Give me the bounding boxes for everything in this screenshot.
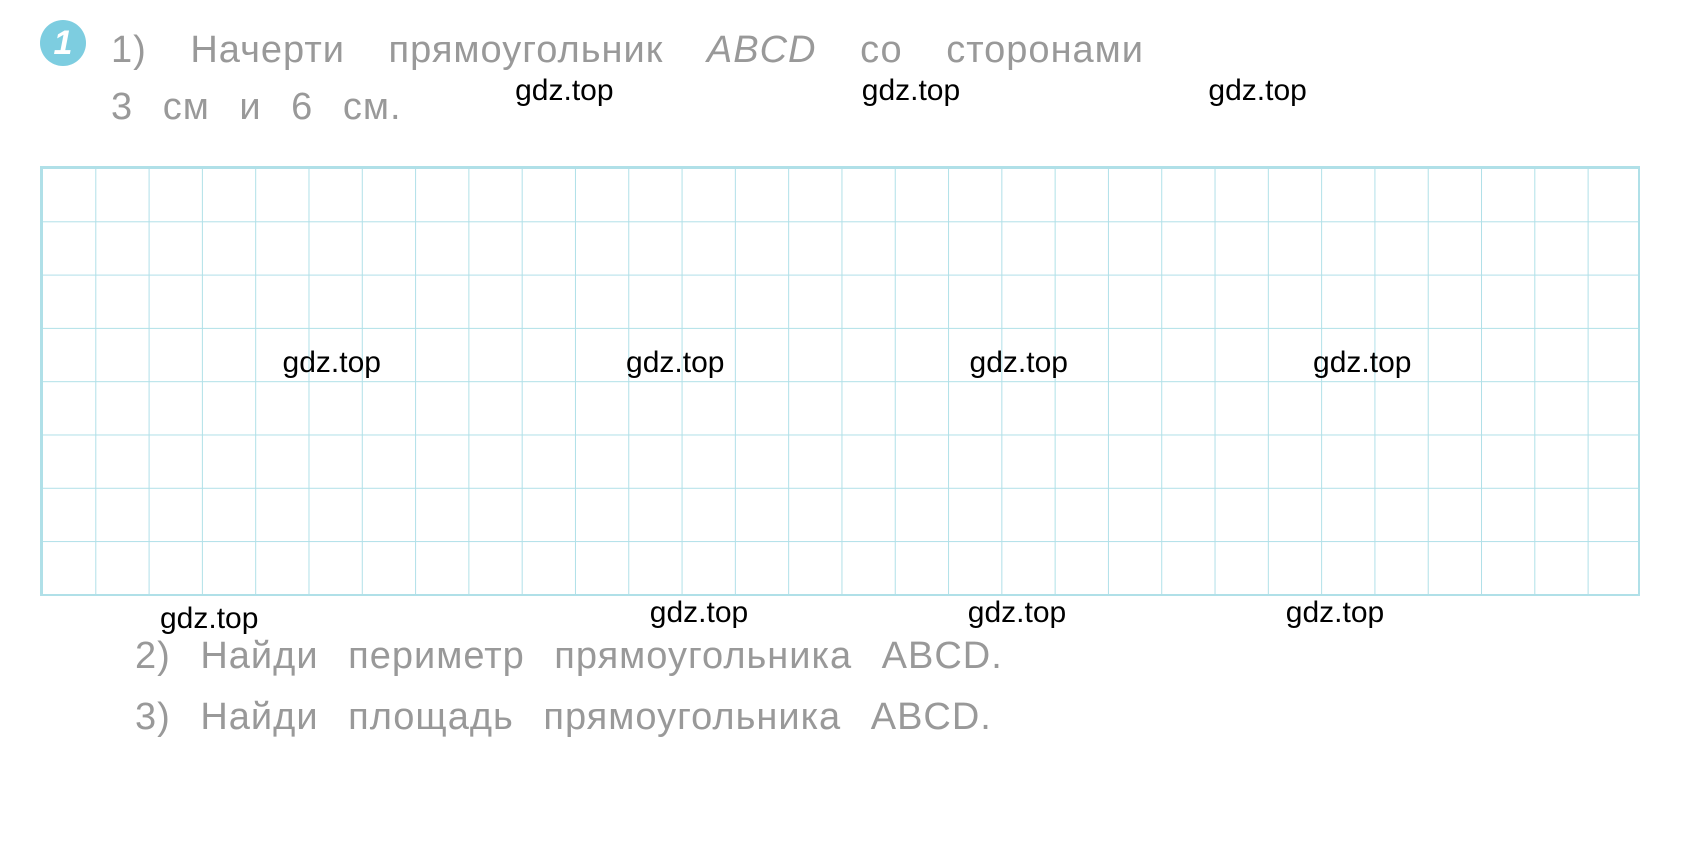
task3-part1: Найди [200,696,318,738]
exercise-task-1: 1) Начерти прямоугольник ABCD со сторона… [111,20,1144,136]
exercise-number-text: 1 [54,24,73,63]
exercise-task-3: 3) Найди площадь прямоугольника ABCD. [135,687,1654,748]
watermark-row-bottom: gdz.top gdz.top gdz.top [40,596,1654,630]
task2-rect-name: ABCD. [882,635,1003,677]
watermark: gdz.top [970,346,1068,380]
task1-part1: Начерти [190,29,345,71]
watermark: gdz.top [862,68,960,113]
watermark-bottom-offset: gdz.top [160,602,258,636]
task3-rect-name: ABCD. [871,696,992,738]
task2-part3: прямоугольника [554,635,852,677]
exercise-task-2: 2) Найди периметр прямоугольника ABCD. [135,626,1654,687]
watermark: gdz.top [968,596,1066,630]
task3-part3: прямоугольника [543,696,841,738]
task1-rect-name: ABCD [707,29,817,71]
watermark: gdz.top [1286,596,1384,630]
task2-number: 2) [135,635,171,677]
watermark-row-middle: gdz.top gdz.top gdz.top gdz.top [40,346,1654,380]
watermark: gdz.top [1313,346,1411,380]
watermark: gdz.top [160,602,258,635]
grid-container: gdz.top gdz.top gdz.top gdz.top gdz.top … [40,166,1654,596]
graph-paper-grid [40,166,1640,596]
task2-part1: Найди [200,635,318,677]
task3-part2: площадь [348,696,514,738]
watermark: gdz.top [515,68,613,113]
task1-part2: прямоугольник [389,29,664,71]
watermark-row-header: gdz.top gdz.top gdz.top [111,68,1611,113]
subtasks-container: 2) Найди периметр прямоугольника ABCD. 3… [135,626,1654,748]
watermark: gdz.top [1208,68,1306,113]
exercise-number-badge: 1 [40,20,86,66]
task1-number: 1) [111,29,147,71]
watermark: gdz.top [650,596,748,630]
task2-part2: периметр [348,635,525,677]
task1-part4: сторонами [946,29,1144,71]
watermark: gdz.top [626,346,724,380]
task3-number: 3) [135,696,171,738]
task1-part3: со [860,29,903,71]
exercise-header: 1 1) Начерти прямоугольник ABCD со сторо… [40,20,1654,136]
watermark: gdz.top [283,346,381,380]
